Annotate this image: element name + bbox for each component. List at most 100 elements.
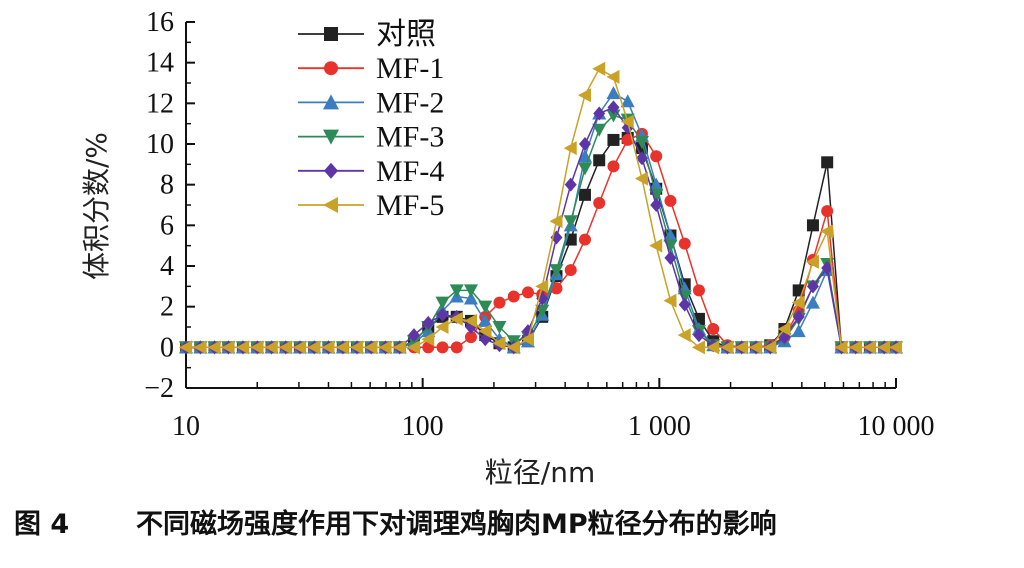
data-point	[691, 340, 705, 355]
data-point	[593, 106, 606, 121]
data-point	[805, 254, 819, 269]
legend-label: MF-5	[376, 189, 444, 222]
y-tick-label: 6	[160, 210, 174, 241]
data-point	[321, 340, 335, 355]
data-point	[677, 328, 691, 343]
legend-label: MF-1	[376, 52, 444, 85]
data-point	[235, 340, 249, 355]
data-point	[193, 340, 207, 355]
series-group	[179, 61, 903, 355]
data-point	[606, 86, 621, 100]
data-point	[821, 261, 834, 276]
data-point	[862, 340, 876, 355]
data-point	[250, 340, 264, 355]
y-tick-label: 0	[160, 332, 174, 363]
data-point	[664, 250, 677, 265]
data-point	[663, 293, 677, 308]
data-point	[221, 340, 235, 355]
data-point	[620, 114, 634, 129]
legend-label: MF-4	[376, 155, 444, 188]
data-point	[848, 340, 862, 355]
data-point	[292, 340, 306, 355]
y-tick-label: 2	[160, 292, 174, 323]
data-point	[777, 322, 791, 337]
legend-marker	[323, 197, 338, 213]
data-point	[649, 238, 663, 253]
data-point	[791, 295, 805, 310]
data-point	[549, 214, 563, 229]
legend-item: MF-5	[298, 189, 444, 222]
data-point	[478, 300, 493, 314]
data-point	[820, 224, 834, 239]
figure-number: 图 4	[14, 509, 70, 540]
data-point	[834, 340, 848, 355]
data-point	[678, 297, 691, 312]
data-point	[507, 290, 520, 303]
data-point	[436, 307, 449, 322]
data-point	[620, 94, 635, 108]
data-point	[877, 340, 891, 355]
data-point	[364, 340, 378, 355]
data-point	[478, 324, 492, 339]
y-tick-label: 16	[146, 7, 174, 38]
y-tick-label: 10	[146, 129, 174, 160]
data-point	[422, 315, 435, 330]
data-point	[478, 313, 493, 327]
data-point	[806, 219, 819, 232]
legend-item: MF-2	[298, 86, 444, 119]
data-point	[307, 340, 321, 355]
data-point	[549, 264, 564, 278]
legend-marker	[323, 129, 339, 145]
data-point	[635, 151, 648, 166]
legend-item: MF-1	[298, 52, 444, 85]
data-point	[692, 284, 705, 297]
y-tick-label: 8	[160, 170, 174, 201]
data-point	[179, 340, 192, 355]
data-point	[550, 282, 563, 295]
data-point	[435, 320, 449, 334]
data-point	[706, 340, 720, 355]
data-point	[720, 340, 734, 355]
legend-item: 对照	[298, 18, 436, 51]
data-point	[436, 341, 449, 354]
data-point	[889, 340, 902, 355]
data-point	[649, 177, 664, 191]
legend-marker	[324, 27, 338, 41]
data-point	[278, 340, 292, 355]
data-point	[335, 340, 349, 355]
data-point	[593, 196, 606, 209]
data-point	[663, 228, 678, 242]
data-point	[392, 340, 406, 355]
data-point	[563, 215, 578, 229]
data-point	[805, 295, 820, 309]
data-point	[578, 137, 591, 151]
data-point	[535, 279, 549, 294]
data-point	[350, 340, 364, 355]
y-axis-title: 体积分数/%	[80, 132, 113, 280]
data-point	[664, 194, 677, 207]
data-point	[607, 100, 620, 115]
data-point	[821, 205, 834, 218]
data-point	[264, 340, 278, 355]
data-point	[621, 133, 634, 146]
figure-title: 不同磁场强度作用下对调理鸡胸肉MP粒径分布的影响	[136, 509, 777, 540]
series-MF-5	[179, 61, 902, 355]
legend-marker	[323, 94, 339, 110]
data-point	[593, 154, 606, 167]
data-point	[564, 264, 577, 277]
data-point	[520, 332, 534, 347]
data-point	[407, 328, 420, 343]
legend-item: MF-3	[298, 121, 444, 154]
data-point	[763, 340, 777, 355]
data-point	[707, 323, 720, 336]
data-point	[578, 188, 591, 201]
data-point	[421, 332, 435, 347]
data-point	[806, 279, 819, 294]
legend-item: MF-4	[298, 155, 444, 188]
axes: −2 0 2 4 6 8 10 12 14 16 10 100 1 000 10 000	[144, 7, 934, 442]
data-point	[692, 328, 705, 343]
data-point	[564, 177, 577, 192]
data-point	[464, 331, 477, 344]
